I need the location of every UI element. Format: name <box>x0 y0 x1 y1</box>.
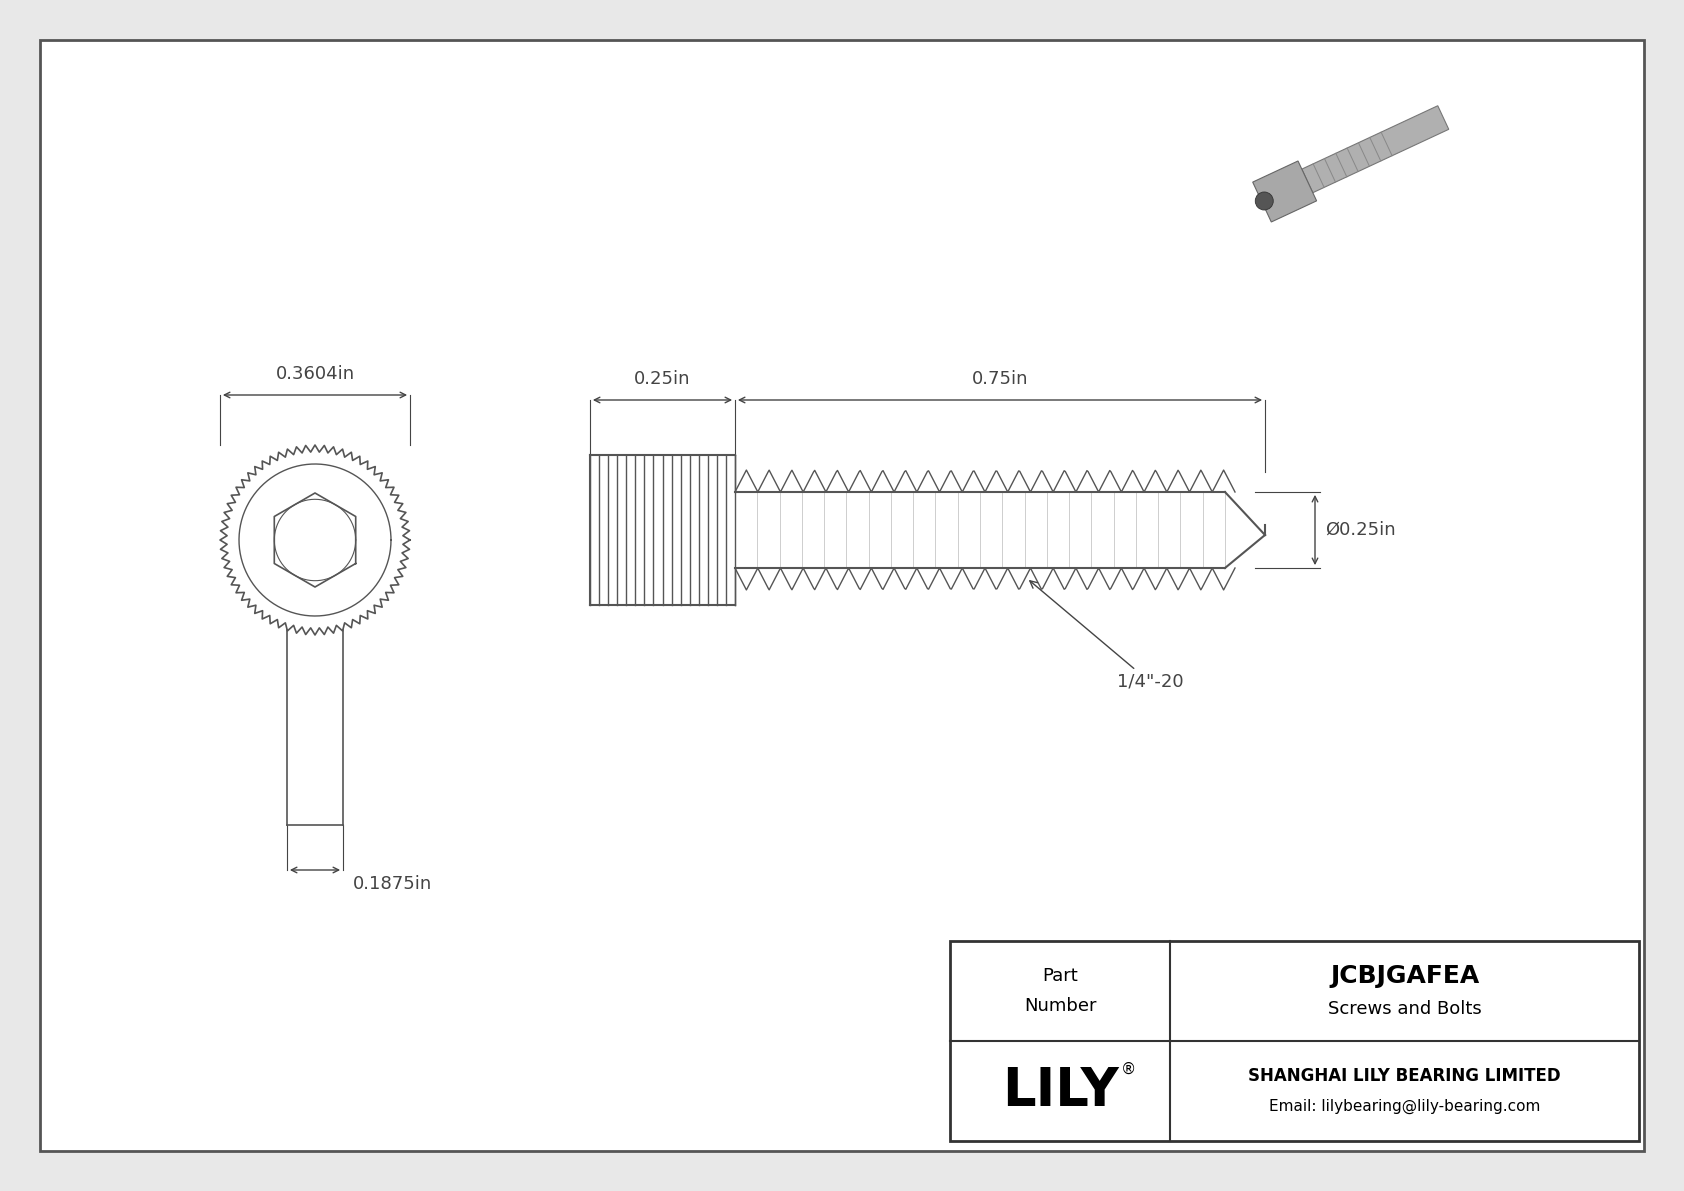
Text: 0.3604in: 0.3604in <box>276 364 355 384</box>
Text: 1/4"-20: 1/4"-20 <box>1031 581 1184 691</box>
Text: Email: lilybearing@lily-bearing.com: Email: lilybearing@lily-bearing.com <box>1270 1098 1541 1114</box>
Text: LILY: LILY <box>1002 1065 1118 1117</box>
Polygon shape <box>1253 161 1317 222</box>
Text: Screws and Bolts: Screws and Bolts <box>1329 1000 1482 1018</box>
Bar <box>950 941 1639 1141</box>
Polygon shape <box>1302 106 1448 193</box>
Text: 0.75in: 0.75in <box>972 370 1029 388</box>
Text: 0.25in: 0.25in <box>635 370 690 388</box>
Text: Ø0.25in: Ø0.25in <box>1325 520 1396 540</box>
Text: JCBJGAFEA: JCBJGAFEA <box>1330 964 1479 989</box>
Bar <box>950 941 1639 1141</box>
Text: 0.1875in: 0.1875in <box>354 875 433 893</box>
Ellipse shape <box>1255 192 1273 210</box>
Text: ®: ® <box>1120 1061 1137 1077</box>
Text: Part
Number: Part Number <box>1024 967 1096 1015</box>
Text: SHANGHAI LILY BEARING LIMITED: SHANGHAI LILY BEARING LIMITED <box>1248 1067 1561 1085</box>
